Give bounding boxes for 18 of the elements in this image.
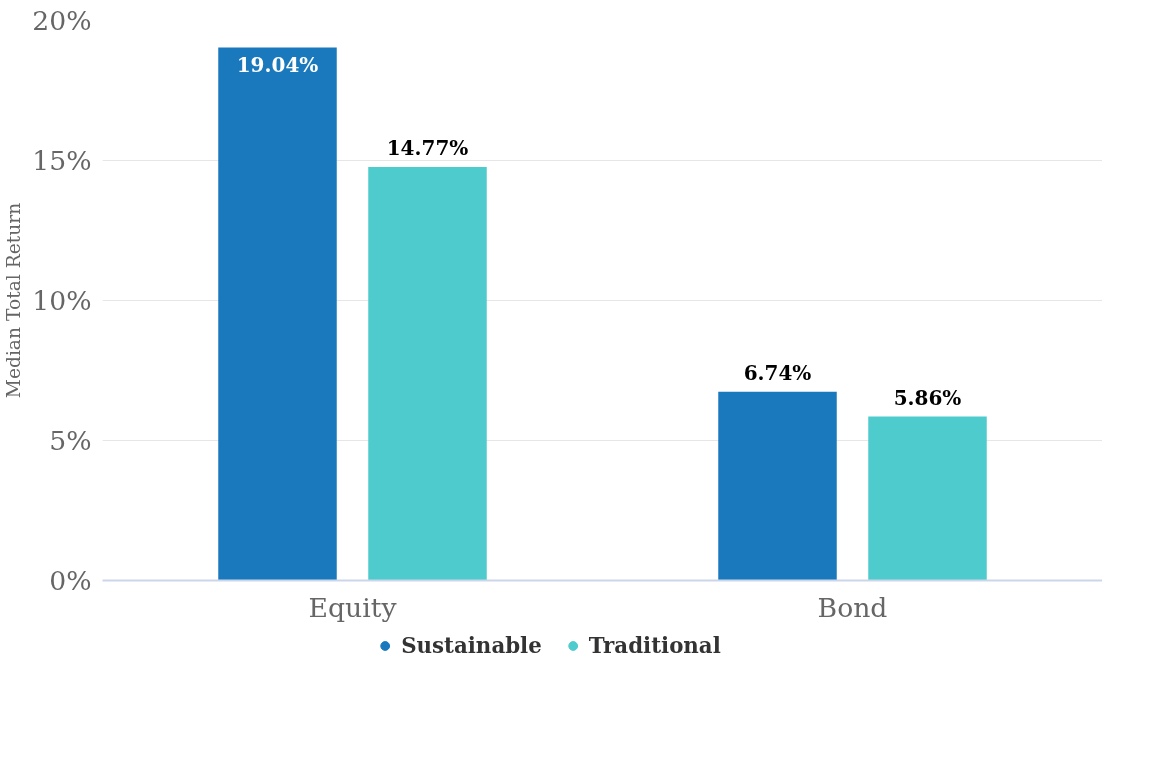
bar [218,47,337,581]
y-axis-title: Median Total Return [3,202,25,399]
y-tick-label: 20% [32,5,92,36]
y-tick-label: 0% [49,565,92,596]
y-tick-label: 15% [32,145,92,176]
x-tick-label: Bond [817,591,888,623]
legend-label: Traditional [588,632,721,658]
y-tick-label: 10% [32,285,92,316]
y-tick-label: 5% [49,425,92,456]
bar [718,391,837,581]
legend-label: Sustainable [401,632,542,658]
data-label: 5.86% [893,385,962,410]
bar [868,416,987,581]
x-tick-label: Equity [308,591,397,623]
data-label: 19.04% [236,52,319,77]
data-label: 14.77% [386,136,469,161]
bar [368,166,487,581]
data-label: 6.74% [743,361,812,386]
